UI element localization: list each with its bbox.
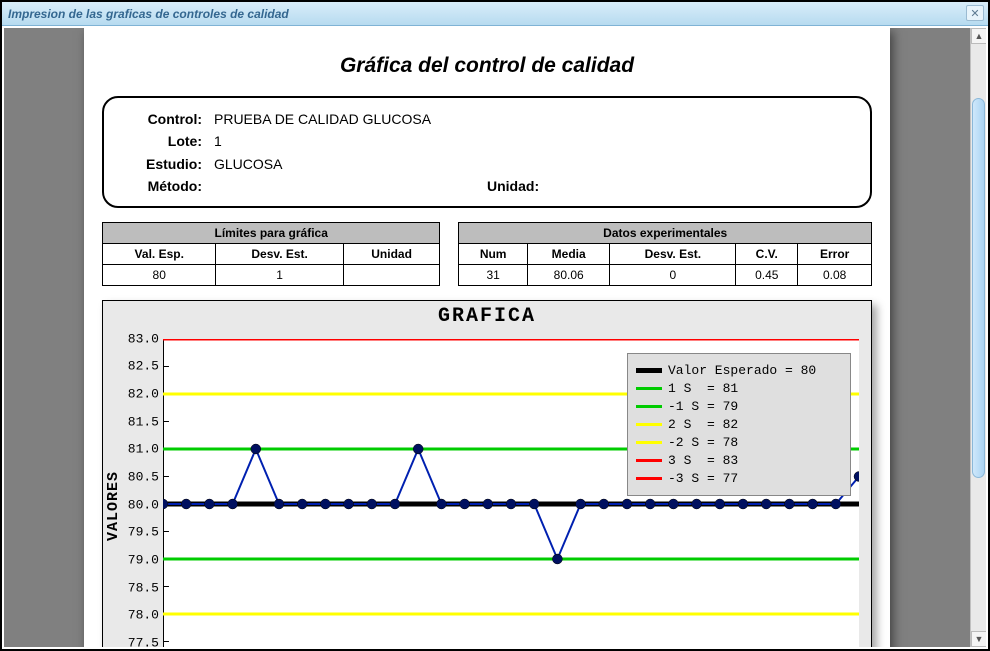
legend-label: Valor Esperado = 80: [668, 363, 816, 378]
legend-row: 2 S = 82: [636, 417, 842, 432]
chart-area: GRAFICA VALORES 77.077.578.078.579.079.5…: [102, 300, 872, 647]
chart-ytick-label: 78.0: [128, 608, 159, 623]
limits-cell-0: 80: [103, 264, 216, 285]
info-value-estudio: GLUCOSA: [214, 153, 282, 175]
limits-table-wrap: Límites para gráfica Val. Esp. Desv. Est…: [102, 222, 440, 286]
chart-ytick-label: 81.0: [128, 442, 159, 457]
legend-label: 1 S = 81: [668, 381, 738, 396]
chart-ytick-label: 77.5: [128, 635, 159, 647]
report-title: Gráfica del control de calidad: [84, 54, 890, 78]
legend-row: -3 S = 77: [636, 471, 842, 486]
legend-row: -2 S = 78: [636, 435, 842, 450]
legend-label: -2 S = 78: [668, 435, 738, 450]
chart-ytick-label: 80.5: [128, 469, 159, 484]
exp-cell-4: 0.08: [798, 264, 872, 285]
close-icon: ✕: [970, 7, 979, 20]
limits-caption: Límites para gráfica: [103, 222, 440, 243]
chart-ytick-label: 83.0: [128, 331, 159, 346]
chart-ytick-label: 82.5: [128, 359, 159, 374]
report-page: Gráfica del control de calidad Control: …: [84, 28, 890, 647]
legend-row: -1 S = 79: [636, 399, 842, 414]
tables-row: Límites para gráfica Val. Esp. Desv. Est…: [102, 222, 872, 286]
chart-ytick-label: 80.0: [128, 497, 159, 512]
legend-label: -1 S = 79: [668, 399, 738, 414]
exp-table-wrap: Datos experimentales Num Media Desv. Est…: [458, 222, 872, 286]
legend-swatch: [636, 423, 662, 426]
info-row-estudio: Estudio: GLUCOSA: [122, 153, 852, 175]
chart-ytick-label: 79.0: [128, 552, 159, 567]
legend-swatch: [636, 368, 662, 373]
print-preview-viewport: Gráfica del control de calidad Control: …: [4, 28, 986, 647]
close-button[interactable]: ✕: [966, 5, 984, 21]
legend-swatch: [636, 459, 662, 462]
chart-ytick-label: 79.5: [128, 525, 159, 540]
legend-label: -3 S = 77: [668, 471, 738, 486]
exp-hdr-1: Media: [527, 243, 610, 264]
exp-cell-3: 0.45: [736, 264, 798, 285]
exp-cell-2: 0: [610, 264, 736, 285]
chart-yticks: 77.077.578.078.579.079.580.080.581.081.5…: [117, 339, 161, 647]
legend-swatch: [636, 477, 662, 480]
app-window: Impresion de las graficas de controles d…: [0, 0, 990, 651]
legend-row: 3 S = 83: [636, 453, 842, 468]
vertical-scrollbar[interactable]: ▲ ▼: [970, 28, 986, 647]
scroll-up-button[interactable]: ▲: [971, 28, 986, 44]
exp-hdr-4: Error: [798, 243, 872, 264]
limits-hdr-1: Desv. Est.: [216, 243, 343, 264]
limits-cell-1: 1: [216, 264, 343, 285]
legend-swatch: [636, 441, 662, 444]
info-label-metodo: Método:: [122, 175, 202, 197]
limits-hdr-0: Val. Esp.: [103, 243, 216, 264]
legend-label: 2 S = 82: [668, 417, 738, 432]
exp-hdr-2: Desv. Est.: [610, 243, 736, 264]
exp-cell-0: 31: [459, 264, 527, 285]
info-value-lote: 1: [214, 130, 222, 152]
info-box: Control: PRUEBA DE CALIDAD GLUCOSA Lote:…: [102, 96, 872, 208]
info-row-control: Control: PRUEBA DE CALIDAD GLUCOSA: [122, 108, 852, 130]
window-title: Impresion de las graficas de controles d…: [8, 7, 289, 21]
legend-swatch: [636, 405, 662, 408]
exp-caption: Datos experimentales: [459, 222, 872, 243]
exp-cell-1: 80.06: [527, 264, 610, 285]
legend-row: Valor Esperado = 80: [636, 363, 842, 378]
info-label-estudio: Estudio:: [122, 153, 202, 175]
chart-shadow: GRAFICA VALORES 77.077.578.078.579.079.5…: [102, 300, 872, 647]
chart-ytick-label: 82.0: [128, 386, 159, 401]
legend-row: 1 S = 81: [636, 381, 842, 396]
limits-hdr-2: Unidad: [343, 243, 440, 264]
info-value-control: PRUEBA DE CALIDAD GLUCOSA: [214, 108, 431, 130]
chart-title: GRAFICA: [103, 305, 871, 328]
chart-ytick-label: 78.5: [128, 580, 159, 595]
legend-swatch: [636, 387, 662, 390]
legend-label: 3 S = 83: [668, 453, 738, 468]
limits-cell-2: [343, 264, 440, 285]
exp-hdr-0: Num: [459, 243, 527, 264]
chart-ytick-label: 81.5: [128, 414, 159, 429]
info-row-lote: Lote: 1: [122, 130, 852, 152]
exp-table: Datos experimentales Num Media Desv. Est…: [458, 222, 872, 286]
chart-legend: Valor Esperado = 80 1 S = 81 -1 S = 79 2 S …: [627, 353, 851, 496]
info-row-metodo-unidad: Método: Unidad:: [122, 175, 852, 197]
info-label-lote: Lote:: [122, 130, 202, 152]
exp-hdr-3: C.V.: [736, 243, 798, 264]
titlebar: Impresion de las graficas de controles d…: [2, 2, 988, 26]
info-label-unidad: Unidad:: [487, 175, 539, 197]
info-label-control: Control:: [122, 108, 202, 130]
scroll-down-button[interactable]: ▼: [971, 631, 986, 647]
limits-table: Límites para gráfica Val. Esp. Desv. Est…: [102, 222, 440, 286]
scroll-thumb[interactable]: [972, 98, 985, 478]
